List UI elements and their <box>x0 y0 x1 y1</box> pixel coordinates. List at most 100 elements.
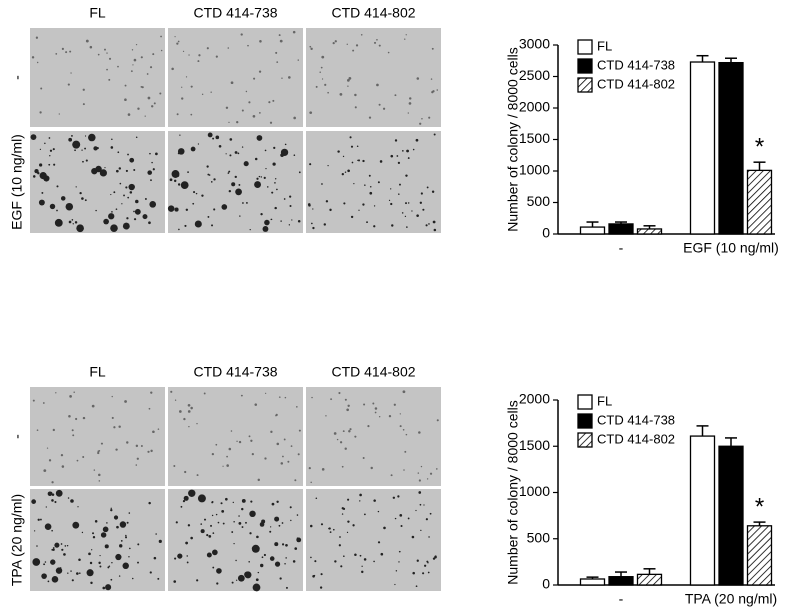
colony <box>171 67 174 71</box>
colony <box>106 522 108 524</box>
colony <box>119 182 122 185</box>
colony <box>276 188 278 191</box>
colony <box>397 161 401 164</box>
colony <box>235 579 238 581</box>
legend-swatch <box>577 58 593 74</box>
colony <box>194 220 202 228</box>
colony <box>344 398 347 401</box>
colony <box>133 218 137 221</box>
colony <box>396 155 399 157</box>
colony <box>402 390 406 394</box>
colony <box>73 391 75 393</box>
colony <box>390 202 393 206</box>
colony <box>352 49 355 52</box>
colony <box>407 202 410 204</box>
colony <box>70 499 74 503</box>
colony <box>174 557 177 560</box>
colony <box>363 403 366 406</box>
colony <box>84 135 87 137</box>
colony <box>118 167 122 170</box>
bar <box>608 576 634 586</box>
colony <box>104 544 109 549</box>
colony <box>198 54 201 57</box>
colony <box>339 92 343 96</box>
colony <box>357 159 361 162</box>
colony <box>184 224 187 228</box>
colony <box>103 218 109 225</box>
colony <box>44 561 47 563</box>
colony <box>54 542 60 548</box>
colony <box>135 43 138 46</box>
colony <box>69 395 72 398</box>
colony <box>39 163 43 167</box>
colony <box>393 403 396 406</box>
row-label: - <box>9 75 25 80</box>
colony <box>210 181 213 183</box>
colony <box>264 219 270 226</box>
colony <box>294 479 297 482</box>
colony <box>241 146 244 148</box>
colony <box>64 545 67 547</box>
colony <box>99 169 107 177</box>
colony <box>425 224 428 227</box>
colony <box>288 224 291 226</box>
colony <box>238 522 242 525</box>
colony <box>36 545 38 547</box>
colony <box>215 513 218 516</box>
colony <box>144 197 147 200</box>
colony <box>144 115 146 117</box>
colony <box>350 145 354 148</box>
colony <box>54 500 57 504</box>
colony <box>338 544 341 547</box>
colony <box>225 153 227 155</box>
colony <box>78 558 81 561</box>
colony <box>59 567 62 569</box>
colony <box>407 112 409 114</box>
colony <box>234 175 237 179</box>
colony <box>233 542 235 545</box>
colony <box>254 403 258 406</box>
colony <box>85 39 89 43</box>
colony <box>79 191 82 195</box>
colony <box>309 524 313 528</box>
colony <box>51 499 54 502</box>
y-tick-label: 1500 <box>519 130 550 146</box>
colony <box>310 47 313 51</box>
colony <box>330 398 333 401</box>
colony <box>347 169 350 173</box>
colony <box>39 172 47 180</box>
colony <box>436 89 439 91</box>
colony <box>192 202 195 205</box>
colony <box>290 445 293 447</box>
colony <box>278 524 281 527</box>
colony <box>416 559 419 562</box>
colony <box>288 76 291 79</box>
colony <box>327 91 329 94</box>
colony <box>196 579 199 582</box>
colony <box>311 396 313 399</box>
colony <box>341 172 344 176</box>
colony <box>408 102 412 105</box>
colony <box>61 47 64 50</box>
colony <box>431 91 434 94</box>
colony <box>228 121 230 124</box>
colony <box>66 544 69 547</box>
colony <box>212 549 218 556</box>
image-background <box>168 387 303 486</box>
colony <box>206 165 209 168</box>
colony <box>297 59 299 61</box>
x-tick-label: TPA (20 ng/ml) <box>685 591 777 607</box>
colony <box>48 163 51 166</box>
colony <box>176 113 179 116</box>
colony <box>412 148 415 151</box>
colony <box>92 536 96 539</box>
colony <box>310 481 312 484</box>
colony <box>280 220 282 222</box>
colony <box>185 208 189 211</box>
colony <box>30 134 37 141</box>
colony <box>180 181 189 189</box>
colony <box>106 52 108 54</box>
colony <box>81 149 83 151</box>
colony <box>380 552 384 556</box>
colony <box>222 465 224 467</box>
